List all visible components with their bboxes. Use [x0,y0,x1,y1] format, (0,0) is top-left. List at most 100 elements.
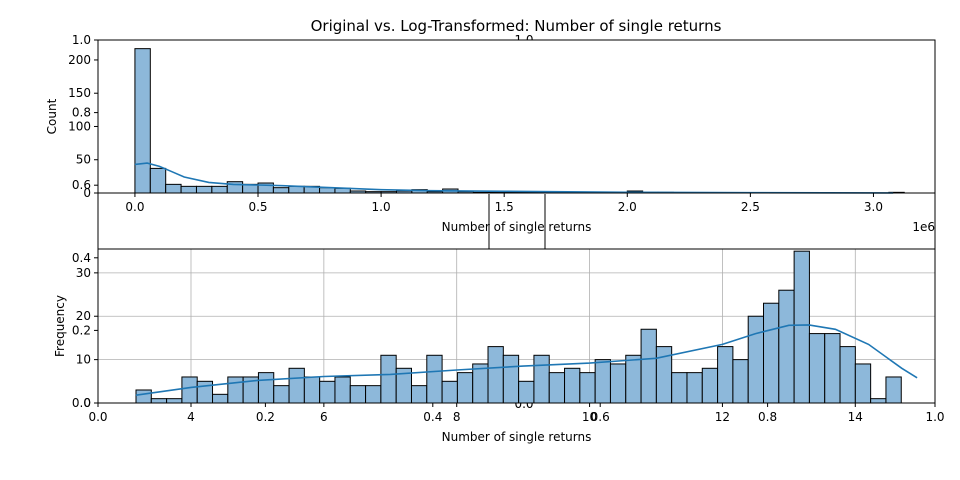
hist2-bar [196,380,214,404]
hist1-axes-background [98,40,935,193]
hist2-bar [426,354,443,404]
hist2-bar [502,354,520,404]
hist2-bar [808,333,826,404]
hist2-bar [793,250,810,404]
hist1-x-tick-label: 1.5 [495,200,514,214]
hist1-x-tick-label: 0.5 [248,200,267,214]
hist2-y-tick-label: 30 [76,266,91,280]
overlay-y-tick-label: 0.2 [72,323,91,337]
hist1-y-tick-label: 200 [68,53,91,67]
hist2-x-tick-label: 14 [848,410,863,424]
hist1-bar [211,185,228,194]
hist2-bar [854,363,872,404]
hist1-x-axis-label: Number of single returns [442,220,592,234]
hist2-bar [763,302,780,404]
hist2-x-tick-label: 4 [187,410,195,424]
overlay-y-tick-label: 0.4 [72,251,91,265]
hist2-bar [257,372,275,404]
hist2-x-tick-label: 12 [715,410,730,424]
overlay-y-tick-label: 1.0 [72,33,91,47]
hist2-bar [212,393,229,404]
hist2-x-tick-label: 10 [582,410,597,424]
hist2-bar [380,354,397,404]
hist2-bar [625,354,642,404]
hist2-bar [150,398,168,404]
hist1-x-tick-label: 0.0 [125,200,144,214]
hist2-bar [870,398,887,404]
hist2-y-tick-label: 20 [76,309,91,323]
hist1-x-offset-label: 1e6 [912,220,935,234]
hist1-bar [288,185,305,194]
hist2-bar [564,367,581,404]
hist2-bar [181,376,198,404]
hist2-bar [778,289,795,404]
overlay-x-tick-label: 0.6 [591,410,610,424]
hist1-bar [165,183,182,194]
hist2-bar [824,333,841,404]
hist2-bar [579,372,596,404]
hist2-bar [288,367,305,404]
hist2-bar [518,380,535,404]
hist2-bar [166,398,183,404]
hist1-bar [134,48,151,194]
overlay-x-tick-label: 0.2 [256,410,275,424]
hist2-bar [609,363,627,404]
hist2-bar [135,389,152,404]
hist2-bar [441,380,458,404]
hist1-bar [195,185,213,194]
hist2-bar [349,385,367,404]
overlay-y-tick-label: 0.6 [72,178,91,192]
hist2-bar [227,376,244,404]
hist2-bar [273,385,290,404]
hist2-y-tick-label: 0 [83,396,91,410]
hist2-x-tick-label: 8 [453,410,461,424]
overlay-x-tick-label: 1.0 [925,410,944,424]
hist1-x-tick-label: 1.0 [372,200,391,214]
hist1-x-tick-label: 2.0 [618,200,637,214]
overlay-x-tick-label: 0.0 [88,410,107,424]
hist2-bar [456,372,474,404]
hist2-bar [640,328,657,404]
hist2-x-tick-label: 6 [320,410,328,424]
hist2-bar [717,346,734,404]
hist1-bar [272,187,290,194]
hist1-y-tick-label: 100 [68,119,91,133]
hist1-y-tick-label: 50 [76,153,91,167]
hist2-bar [885,376,902,404]
hist1-y-axis-label: Count [45,98,59,134]
hist2-axes-frame [97,248,936,404]
hist2-y-tick-label: 10 [76,353,91,367]
hist2-x-axis-label: Number of single returns [442,430,592,444]
figure-title: Original vs. Log-Transformed: Number of … [311,17,722,35]
hist1-x-tick-label: 3.0 [864,200,883,214]
hist2-bar [671,372,688,404]
hist2-bar [303,376,321,404]
hist1-bar [180,185,197,194]
log-transformed-histogram-chart: 4 6 8 10 12 14 0 10 20 30 Number of single returns… [53,248,936,444]
hist2-bar [594,359,611,404]
hist2-bar [732,359,749,404]
hist2-bar [472,363,489,404]
hist2-bar [410,385,428,404]
overlay-y-tick-label: 0.8 [72,106,91,120]
hist2-bar [319,380,336,404]
overlay-empty-axes: 0.0 0.2 0.4 0.6 0.8 1.0 0.0 0.2 0.4 0.6 0.8 1.0 1.0 0… [72,33,945,424]
hist2-bar [548,372,566,404]
overlay-x-tick-label: 0.4 [423,410,442,424]
hist2-bar [487,346,504,404]
hist2-bar [334,376,351,404]
hist2-kde-line [135,324,918,396]
hist1-x-tick-label: 2.5 [741,200,760,214]
hist1-axes-frame [97,39,936,194]
hist2-bar [365,385,382,404]
hist2-y-axis-label: Frequency [53,295,67,357]
hist1-y-tick-label: 150 [68,86,91,100]
overlay-x-tick-label: 0.8 [758,410,777,424]
original-histogram-chart: 0.0 0.5 1.0 1.5 2.0 2.5 3.0 0 50 100 150 200 Number … [45,39,936,234]
hist2-bar [533,354,550,404]
hist1-y-tick-label: 0 [83,186,91,200]
hist1-kde-line [134,162,894,194]
hist1-bar [149,167,167,194]
hist2-bar [839,346,856,404]
